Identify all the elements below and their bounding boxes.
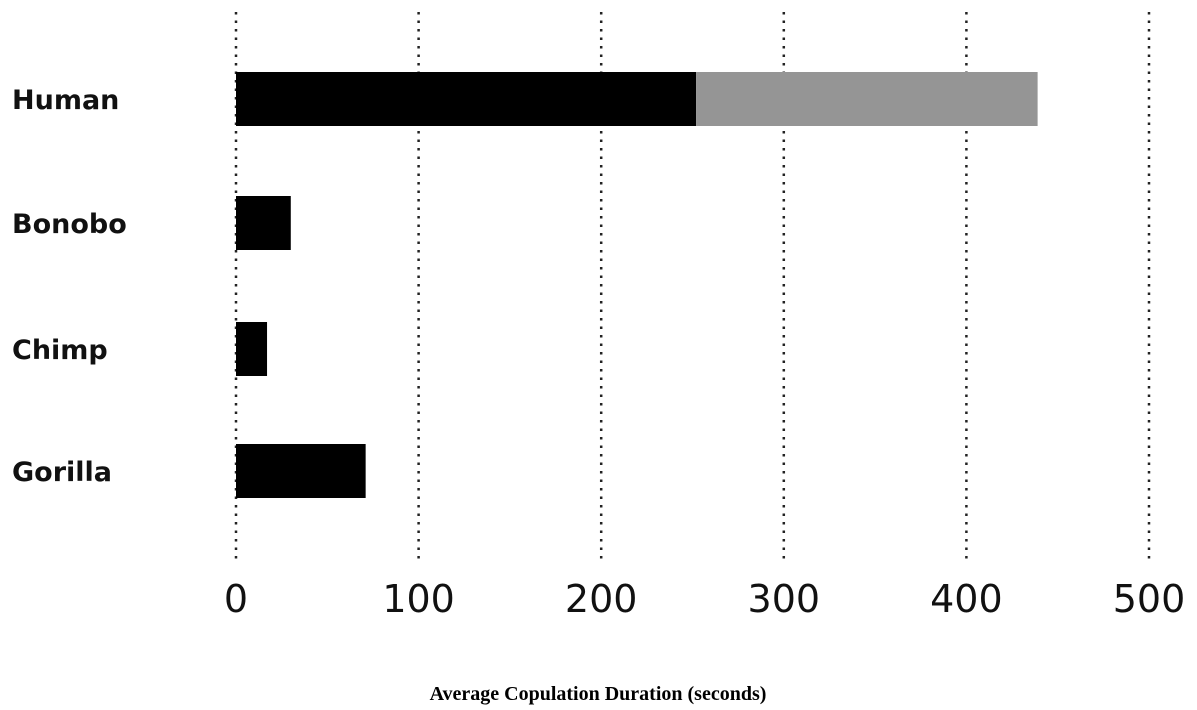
bar-gorilla-segment-1 — [236, 444, 366, 498]
bar-bonobo-segment-1 — [236, 196, 291, 250]
bar-chimp-segment-1 — [236, 322, 268, 376]
x-tick-label: 400 — [930, 577, 1003, 621]
x-tick-labels: 0 100 200 300 400 500 — [224, 577, 1185, 621]
x-tick-label: 100 — [382, 577, 455, 621]
x-tick-label: 500 — [1113, 577, 1186, 621]
x-tick-label: 300 — [748, 577, 821, 621]
category-label-human: Human — [12, 85, 119, 116]
category-label-gorilla: Gorilla — [12, 457, 112, 488]
bar-human-segment-1 — [236, 72, 697, 126]
bar-human-segment-2 — [696, 72, 1038, 126]
category-label-bonobo: Bonobo — [12, 209, 127, 240]
x-axis-title: Average Copulation Duration (seconds) — [430, 683, 767, 705]
category-labels: Human Bonobo Chimp Gorilla — [12, 85, 127, 488]
bars — [236, 72, 1038, 498]
x-tick-label: 200 — [565, 577, 638, 621]
category-label-chimp: Chimp — [12, 335, 108, 366]
x-tick-label: 0 — [224, 577, 248, 621]
gridlines — [234, 12, 1151, 560]
